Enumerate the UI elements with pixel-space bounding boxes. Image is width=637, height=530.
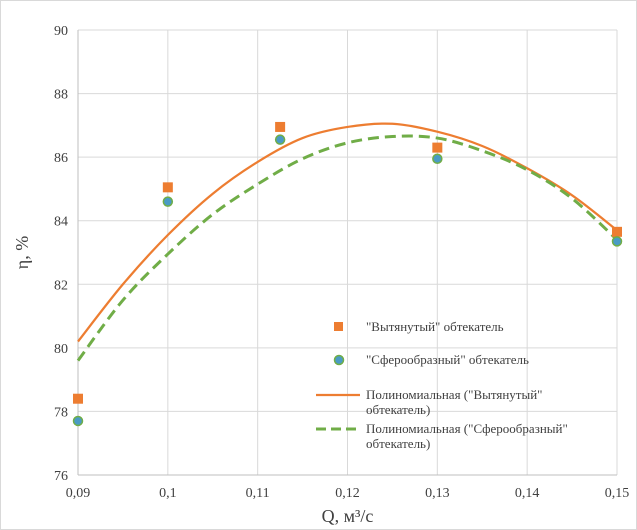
- legend-label: Полиномиальная ("Сферообразный": [366, 421, 568, 436]
- legend-label: "Сферообразный" обтекатель: [366, 352, 529, 367]
- legend-label: обтекатель): [366, 402, 430, 417]
- y-tick-label: 88: [54, 88, 68, 103]
- data-point-circle: [162, 196, 174, 207]
- y-tick-label: 86: [54, 151, 68, 166]
- data-point-circle: [72, 415, 84, 427]
- y-tick-label: 84: [54, 215, 68, 230]
- legend-marker-circle: [333, 354, 345, 366]
- data-point-square: [275, 121, 286, 132]
- x-tick-label: 0,12: [335, 486, 360, 501]
- legend: "Вытянутый" обтекатель "Сферообразный" об…: [316, 319, 568, 451]
- data-point-square: [162, 182, 173, 193]
- data-point-square: [612, 226, 622, 237]
- data-point-square: [432, 142, 443, 153]
- data-point-square: [73, 393, 83, 404]
- data-marks: [72, 121, 623, 427]
- x-tick-label: 0,13: [425, 486, 450, 501]
- x-tick-label: 0,15: [605, 486, 630, 501]
- trend-line-solid: [77, 122, 618, 343]
- y-tick-label: 82: [54, 278, 68, 293]
- y-tick-label: 78: [54, 405, 68, 420]
- x-tick-label: 0,1: [159, 486, 177, 501]
- y-axis-label: η, %: [12, 236, 32, 269]
- x-tick-label: 0,14: [515, 486, 540, 501]
- y-tick-label: 76: [54, 469, 68, 484]
- legend-label: "Вытянутый" обтекатель: [366, 319, 504, 334]
- gridlines: [77, 29, 618, 476]
- x-tick-label: 0,11: [246, 486, 270, 501]
- legend-marker-square: [334, 322, 343, 331]
- x-axis-label: Q, м³/с: [322, 506, 374, 526]
- legend-label: Полиномиальная ("Вытянутый": [366, 387, 542, 402]
- x-tick-label: 0,09: [66, 486, 91, 501]
- legend-label: обтекатель): [366, 436, 430, 451]
- data-point-circle: [611, 236, 623, 247]
- y-tick-label: 80: [54, 342, 68, 357]
- data-point-circle: [432, 153, 443, 164]
- y-tick-label: 90: [54, 24, 68, 39]
- data-point-circle: [274, 134, 286, 145]
- tick-labels: 76 78 80 82 84 86 88 90 0,09 0,1 0,11 0,12 0,13 0,14 0…: [54, 24, 629, 501]
